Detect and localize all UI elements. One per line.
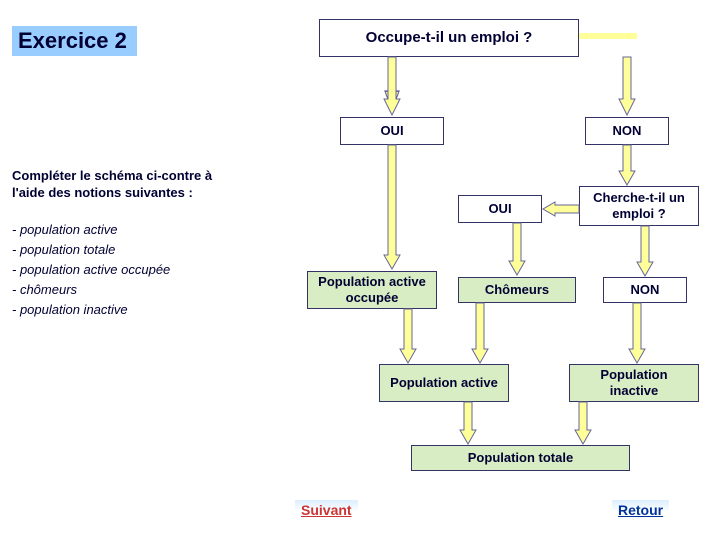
arrow-pao-pactive xyxy=(400,309,416,363)
exercise-title: Exercice 2 xyxy=(12,26,137,56)
arrow-root-right xyxy=(579,30,637,42)
instr-item-0: - population active xyxy=(12,222,118,237)
node-chomeurs: Chômeurs xyxy=(458,277,576,303)
node-cherche: Cherche-t-il un emploi ? xyxy=(579,186,699,226)
suivant-link[interactable]: Suivant xyxy=(295,500,358,520)
arrow-pinactive-ptotale xyxy=(575,402,591,444)
arrow-chom-pactive xyxy=(472,303,488,363)
node-pinactive: Population inactive xyxy=(569,364,699,402)
node-non1: NON xyxy=(585,117,669,145)
instr-item-2: - population active occupée xyxy=(12,262,170,277)
node-pao: Population active occupée xyxy=(307,271,437,309)
arrow-non1-cherche xyxy=(619,145,635,185)
arrow-pactive-ptotale xyxy=(460,402,476,444)
instr-item-4: - population inactive xyxy=(12,302,128,317)
instr-item-1: - population totale xyxy=(12,242,115,257)
arrow-root-non1 xyxy=(619,57,635,115)
arrow-cherche-oui2 xyxy=(543,202,579,216)
node-ptotale: Population totale xyxy=(411,445,630,471)
node-pactive: Population active xyxy=(379,364,509,402)
node-non2: NON xyxy=(603,277,687,303)
node-oui2: OUI xyxy=(458,195,542,223)
arrow-root-oui1 xyxy=(384,57,400,115)
node-root: Occupe-t-il un emploi ? xyxy=(319,19,579,57)
arrow-oui2-chom xyxy=(509,223,525,275)
instr-item-3: - chômeurs xyxy=(12,282,77,297)
node-oui1: OUI xyxy=(340,117,444,145)
arrow-cherche-non2 xyxy=(637,226,653,276)
arrow-oui1-pao xyxy=(384,145,400,269)
retour-link[interactable]: Retour xyxy=(612,500,669,520)
arrow-non2-pinactive xyxy=(629,303,645,363)
instructions-heading: Compléter le schéma ci-contre à l'aide d… xyxy=(12,168,242,202)
